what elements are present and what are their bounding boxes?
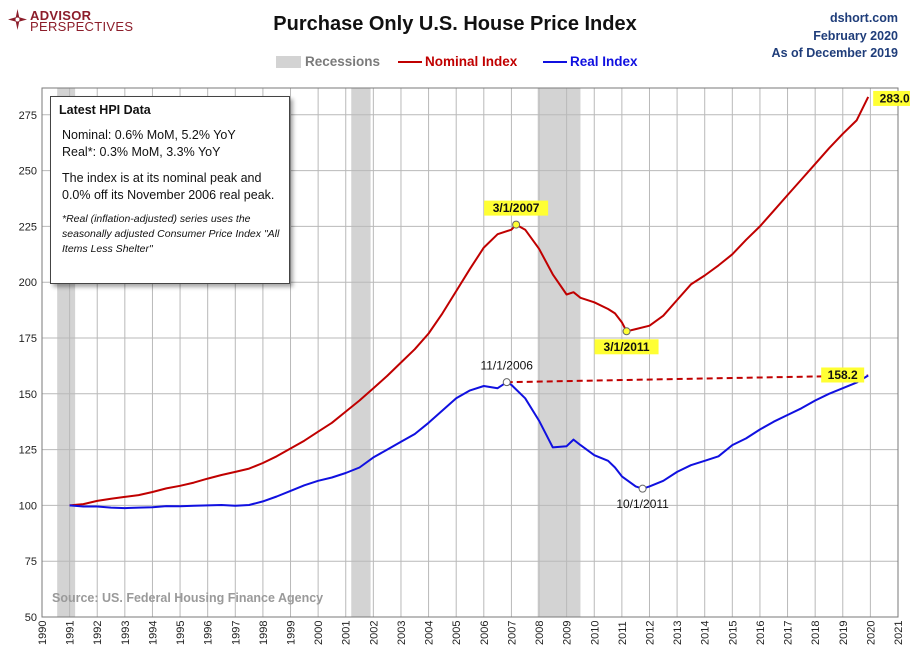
y-tick-label: 50	[25, 612, 37, 624]
annotation-highlight	[821, 367, 865, 383]
nominal-index-line	[69, 96, 870, 507]
annotation-label: 283.0	[880, 91, 910, 105]
publish-date: February 2020	[813, 29, 898, 43]
x-tick-label: 2000	[313, 621, 325, 645]
y-tick-label: 250	[19, 166, 37, 178]
annotation-label: 158.2	[828, 368, 858, 382]
recession-band-3	[537, 88, 581, 617]
compass-rose-icon	[8, 9, 27, 30]
series-layer	[69, 96, 870, 510]
chart-title: Purchase Only U.S. House Price Index	[273, 13, 637, 35]
x-tick-label: 1997	[230, 621, 242, 645]
legend-swatches	[276, 56, 567, 68]
y-tick-label: 75	[25, 556, 37, 568]
x-tick-label: 2014	[700, 621, 712, 645]
annotation-layer: 3/1/2007 3/1/2011 11/1/2006 10/1/2011 283.0 1…	[480, 90, 910, 511]
x-tick-label: 1993	[120, 621, 132, 645]
x-tick-label: 1996	[203, 621, 215, 645]
x-tick-label: 2016	[755, 621, 767, 645]
logo-word-advisor: ADVISOR	[30, 8, 92, 23]
annotation-highlight	[873, 90, 910, 106]
reference-line-layer	[506, 374, 869, 384]
annotation-highlight	[484, 200, 549, 216]
x-tick-label: 1998	[258, 621, 270, 645]
real-peak-reference-line	[506, 374, 869, 384]
site-name: dshort.com	[829, 11, 898, 25]
x-tick-label: 2012	[644, 621, 656, 645]
x-tick-label: 2006	[479, 621, 491, 645]
source-note: Source: US. Federal Housing Finance Agen…	[52, 591, 324, 605]
legend-recessions-swatch	[276, 56, 301, 68]
legend-real-label: Real Index	[570, 54, 638, 69]
x-tick-label: 2011	[617, 621, 629, 645]
x-tick-label: 1991	[65, 621, 77, 645]
x-tick-label: 2017	[783, 621, 795, 645]
info-box-heading: Latest HPI Data	[59, 103, 151, 117]
x-tick-label: 2018	[810, 621, 822, 645]
annotation-label: 3/1/2011	[604, 340, 650, 354]
info-box-nominal-line: Nominal: 0.6% MoM, 5.2% YoY	[62, 128, 236, 142]
recession-bands	[57, 88, 581, 617]
y-tick-label: 225	[19, 221, 37, 233]
x-tick-label: 2007	[506, 621, 518, 645]
y-tick-label: 100	[19, 500, 37, 512]
as-of-date: As of December 2019	[771, 46, 898, 60]
x-tick-label: 1992	[92, 621, 104, 645]
info-box-note: *Real (inflation-adjusted) series uses t…	[62, 213, 280, 255]
x-tick-label: 1990	[37, 621, 49, 645]
x-tick-label: 2005	[451, 621, 463, 645]
annotation-marker	[622, 327, 631, 336]
x-tick-label: 1995	[175, 621, 187, 645]
legend-nominal-label: Nominal Index	[425, 54, 518, 69]
x-tick-label: 2010	[589, 621, 601, 645]
recession-band-2	[351, 88, 371, 617]
y-tick-label: 125	[19, 445, 37, 457]
y-tick-label: 175	[19, 333, 37, 345]
info-box-real-line: Real*: 0.3% MoM, 3.3% YoY	[62, 145, 221, 159]
x-tick-label: 2015	[727, 621, 739, 645]
x-tick-label: 1999	[286, 621, 298, 645]
x-tick-label: 2008	[534, 621, 546, 645]
x-tick-label: 1994	[147, 621, 159, 645]
y-tick-label: 200	[19, 277, 37, 289]
annotation-label: 11/1/2006	[480, 359, 533, 373]
annotation-highlight	[594, 339, 659, 355]
y-tick-label: 275	[19, 110, 37, 122]
info-box-peak-text: The index is at its nominal peak and 0.0…	[62, 171, 275, 202]
annotation-marker	[638, 484, 647, 493]
x-tick-label: 2013	[672, 621, 684, 645]
x-axis-ticks: 1990 1991 1992 1993 1994 1995 1996 1997 1998 1999…	[37, 621, 905, 645]
y-tick-label: 150	[19, 389, 37, 401]
x-tick-label: 2019	[838, 621, 850, 645]
latest-hpi-data-box: Latest HPI Data Nominal: 0.6% MoM, 5.2% …	[50, 96, 290, 284]
x-tick-label: 2009	[562, 621, 574, 645]
x-tick-label: 2002	[368, 621, 380, 645]
real-index-line	[69, 374, 869, 510]
annotation-label: 3/1/2007	[493, 201, 540, 215]
x-tick-label: 2001	[341, 621, 353, 645]
x-tick-label: 2021	[893, 621, 905, 645]
y-axis-ticks: 50 75 100 125 150 175 200 225 250 275	[19, 110, 37, 624]
plot-frame	[41, 87, 899, 618]
x-tick-label: 2020	[865, 621, 877, 645]
legend-recessions-label: Recessions	[305, 54, 381, 69]
annotation-marker	[512, 220, 521, 229]
logo-word-perspectives: PERSPECTIVES	[30, 19, 134, 34]
x-tick-label: 2003	[396, 621, 408, 645]
annotation-label: 10/1/2011	[616, 497, 669, 511]
x-tick-label: 2004	[424, 621, 436, 645]
annotation-marker	[502, 378, 511, 387]
